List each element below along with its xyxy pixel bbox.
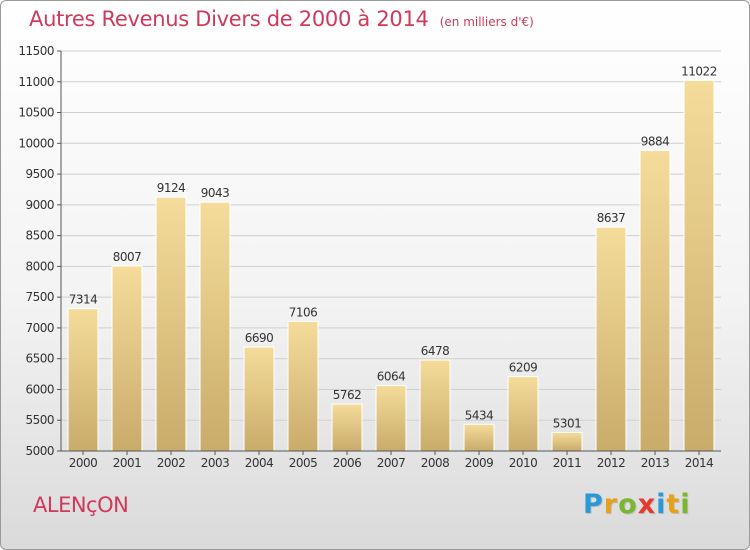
title-row: Autres Revenus Divers de 2000 à 2014 (en… (29, 7, 534, 31)
y-tick-label: 9500 (25, 167, 54, 181)
bar-value-label: 7106 (289, 305, 318, 319)
y-tick-label: 8500 (25, 229, 54, 243)
bar (199, 201, 231, 452)
bar-value-label: 7314 (69, 293, 98, 307)
x-tick-label: 2003 (201, 456, 230, 470)
bar-value-label: 6064 (377, 370, 406, 384)
y-tick-label: 10000 (18, 136, 54, 150)
axes: 5000 5500 6000 6500 7000 7500 8000 8500 9000 9500… (18, 44, 721, 470)
logo-letter: i (680, 489, 691, 520)
x-tick-label: 2004 (245, 456, 274, 470)
logo-letter: i (656, 489, 667, 520)
chart-title: Autres Revenus Divers de 2000 à 2014 (29, 7, 429, 31)
bar-value-label: 9043 (201, 186, 230, 200)
bar (243, 346, 275, 452)
bar-value-label: 8007 (113, 250, 142, 264)
x-tick-label: 2013 (641, 456, 670, 470)
y-tick-label: 11500 (18, 44, 54, 58)
bar-value-label: 6690 (245, 331, 274, 345)
x-tick-label: 2006 (333, 456, 362, 470)
bar (111, 265, 143, 452)
bar-value-label: 9884 (641, 134, 670, 148)
logo-letter: x (637, 489, 657, 520)
y-tick-label: 5000 (25, 444, 54, 458)
bar-value-label: 5301 (553, 416, 582, 430)
chart-subtitle: (en milliers d'€) (439, 15, 534, 29)
bar (331, 403, 363, 452)
y-tick-label: 6500 (25, 352, 54, 366)
x-tick-label: 2012 (597, 456, 626, 470)
bar-value-label: 8637 (597, 211, 626, 225)
bar (67, 308, 99, 452)
y-tick-label: 10500 (18, 106, 54, 120)
bar (419, 359, 451, 452)
x-tick-label: 2009 (465, 456, 494, 470)
bar-value-label: 6209 (509, 361, 538, 375)
bar-value-label: 6478 (421, 344, 450, 358)
bar (463, 423, 495, 452)
bars: 7314 8007 9124 9043 6690 7106 5762 6064 6478 5434… (67, 64, 717, 452)
x-tick-label: 2002 (157, 456, 186, 470)
y-tick-label: 6000 (25, 382, 54, 396)
x-tick-label: 2000 (69, 456, 98, 470)
bar (375, 385, 407, 452)
y-tick-label: 7500 (25, 290, 54, 304)
logo-letter: P (583, 489, 604, 520)
bar-value-label: 9124 (157, 181, 186, 195)
city-label: ALENçON (33, 493, 129, 517)
bar (683, 79, 715, 452)
y-tick-label: 5500 (25, 413, 54, 427)
y-tick-label: 7000 (25, 321, 54, 335)
x-tick-label: 2005 (289, 456, 318, 470)
bar (595, 226, 627, 452)
bar-value-label: 5762 (333, 388, 362, 402)
logo-letter: r (603, 489, 619, 520)
bar (507, 376, 539, 452)
logo-letter: t (666, 489, 681, 520)
y-tick-label: 11000 (18, 75, 54, 89)
x-tick-label: 2001 (113, 456, 142, 470)
x-tick-label: 2014 (685, 456, 714, 470)
bar (639, 149, 671, 452)
bar-value-label: 5434 (465, 408, 494, 422)
x-tick-label: 2010 (509, 456, 538, 470)
bar-value-label: 11022 (681, 64, 717, 78)
bar (155, 196, 187, 452)
bar (551, 431, 583, 452)
x-tick-label: 2008 (421, 456, 450, 470)
y-tick-label: 8000 (25, 259, 54, 273)
x-tick-label: 2011 (553, 456, 582, 470)
x-tick-label: 2007 (377, 456, 406, 470)
y-tick-label: 9000 (25, 198, 54, 212)
bar (287, 320, 319, 452)
logo-letter: o (618, 489, 638, 520)
proxiti-logo: Proxiti (583, 489, 691, 520)
